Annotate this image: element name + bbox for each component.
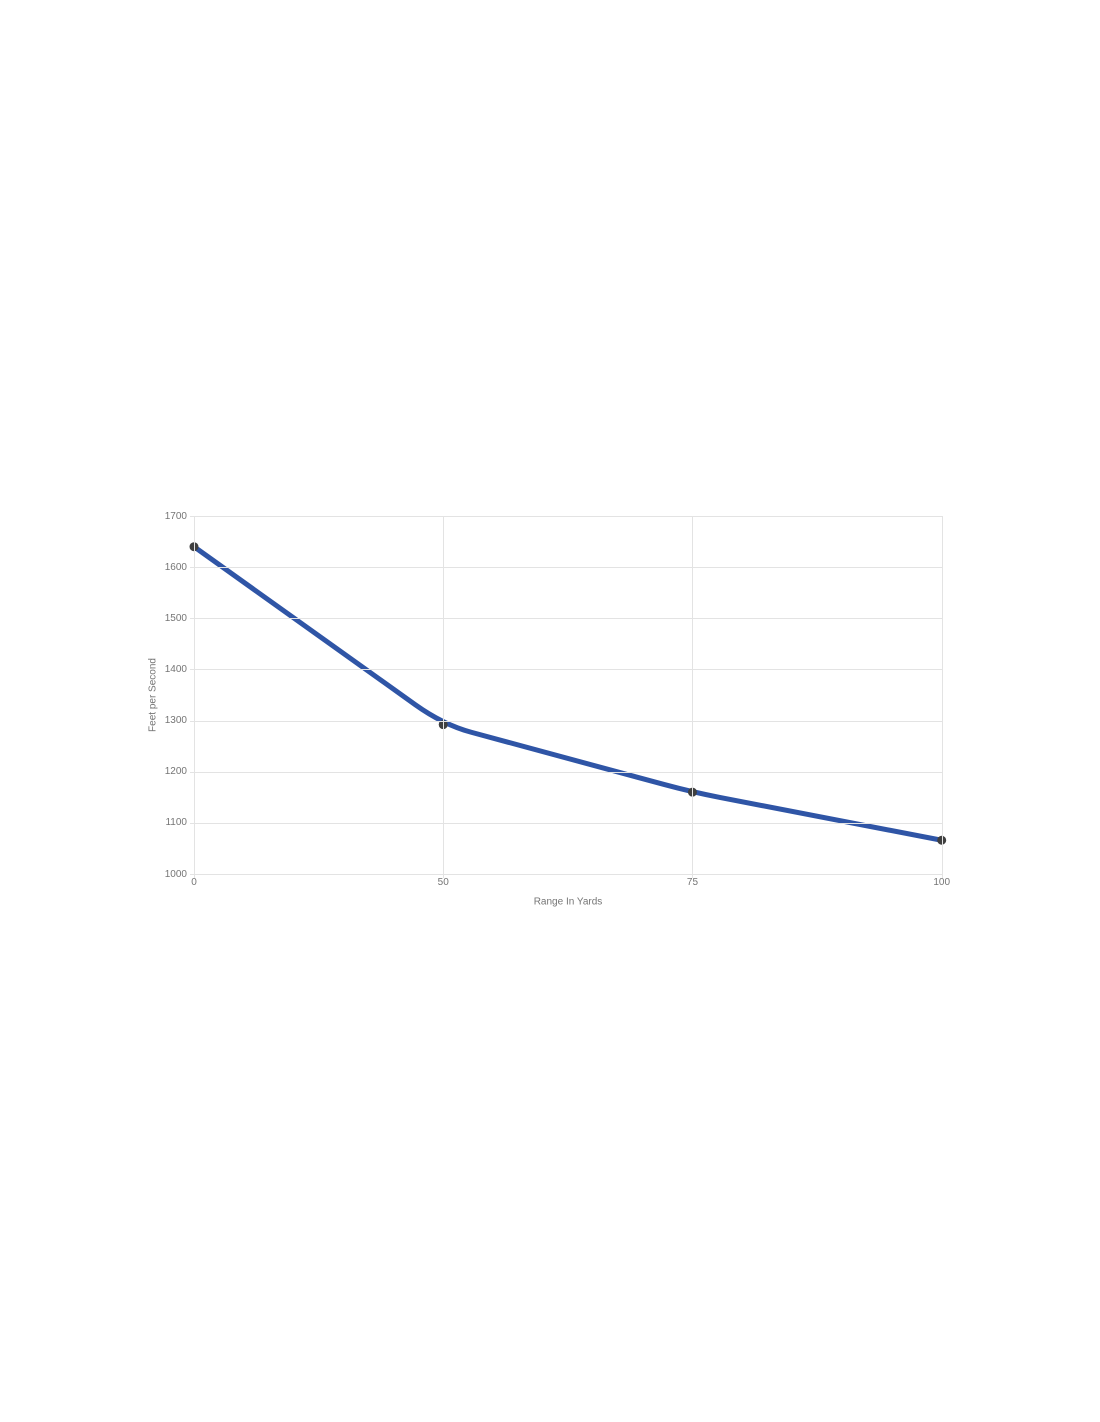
x-tick-label: 100 — [933, 877, 951, 888]
gridline-horizontal — [190, 720, 942, 722]
velocity-line — [191, 544, 945, 843]
x-tick-label: 75 — [686, 877, 699, 888]
gridline-horizontal — [190, 669, 942, 671]
gridline-horizontal — [190, 516, 942, 517]
y-tick-label: 1100 — [165, 817, 187, 829]
x-tick-label: 50 — [437, 877, 449, 888]
gridline-horizontal — [190, 822, 942, 824]
x-tick-label: 0 — [191, 877, 197, 888]
gridline-vertical — [692, 516, 694, 878]
y-tick-label: 1400 — [164, 663, 187, 675]
gridline-vertical — [941, 516, 943, 878]
y-tick-label: 1500 — [164, 612, 187, 624]
x-axis-title: Range In Yards — [533, 896, 603, 908]
plot-area — [189, 516, 947, 878]
y-tick-label: 1600 — [164, 561, 187, 573]
gridline-horizontal — [190, 771, 942, 773]
y-tick-label: 1000 — [164, 868, 187, 880]
gridline-vertical — [194, 516, 195, 878]
line-series — [189, 542, 947, 845]
y-tick-label: 1200 — [164, 766, 187, 778]
y-tick-label: 1700 — [164, 510, 187, 522]
y-tick-label: 1300 — [164, 715, 187, 727]
gridline-horizontal — [190, 567, 942, 569]
gridline-horizontal — [190, 874, 942, 875]
gridline-vertical — [443, 516, 445, 878]
gridline-horizontal — [190, 618, 942, 620]
